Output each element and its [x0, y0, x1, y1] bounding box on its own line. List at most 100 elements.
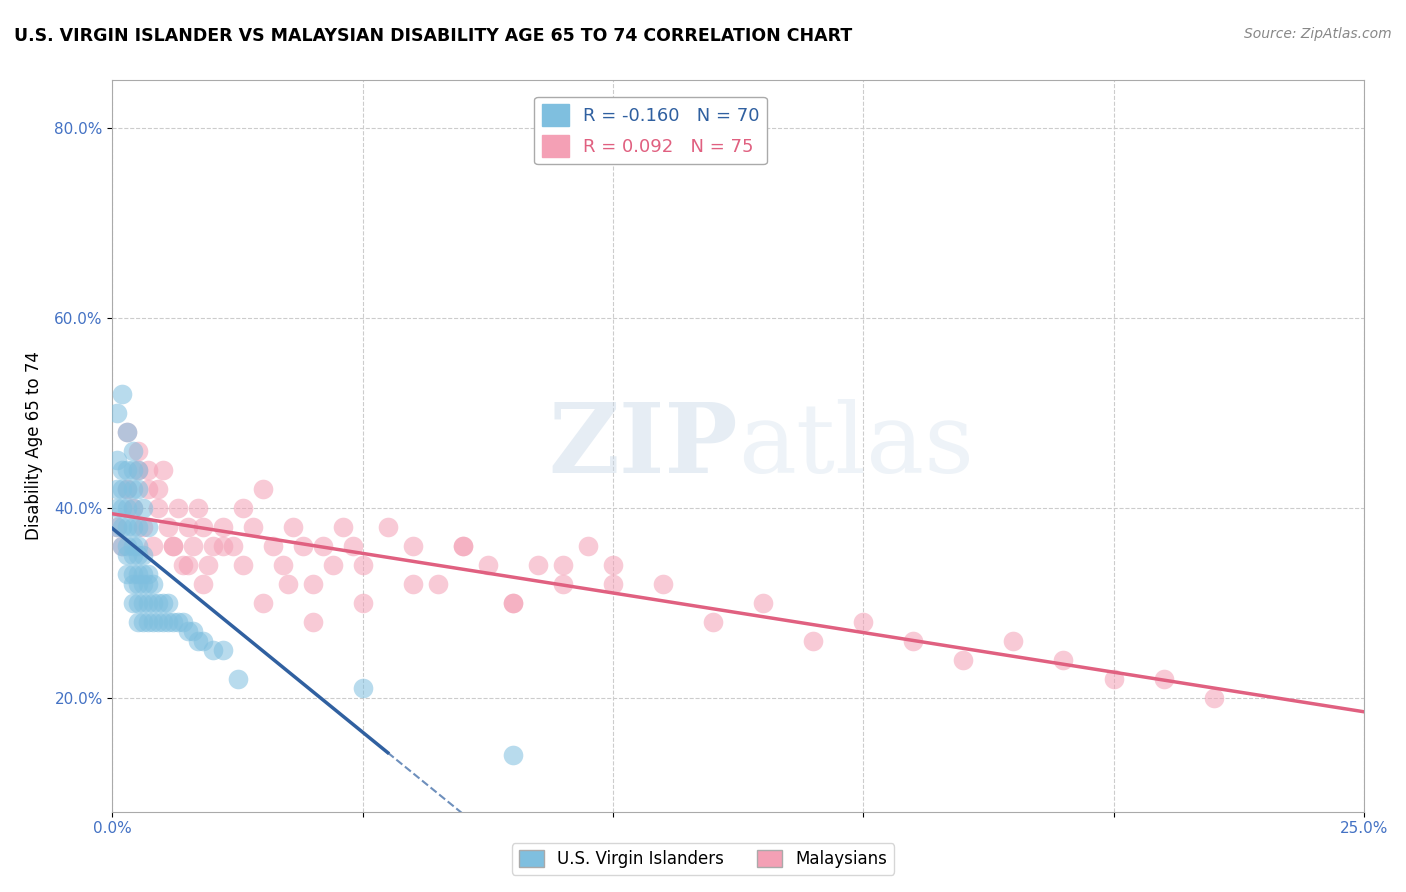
Point — [602, 558, 624, 572]
Point — [131, 576, 153, 591]
Point — [166, 500, 188, 515]
Point — [131, 567, 153, 582]
Text: Source: ZipAtlas.com: Source: ZipAtlas.com — [1244, 27, 1392, 41]
Point — [301, 615, 323, 629]
Point — [121, 463, 143, 477]
Point — [111, 500, 134, 515]
Point — [136, 520, 159, 534]
Point — [502, 596, 524, 610]
Point — [121, 482, 143, 496]
Point — [127, 482, 149, 496]
Point — [352, 596, 374, 610]
Point — [176, 520, 198, 534]
Point — [141, 539, 163, 553]
Point — [602, 576, 624, 591]
Point — [402, 539, 425, 553]
Point — [127, 539, 149, 553]
Point — [141, 596, 163, 610]
Point — [136, 482, 159, 496]
Point — [226, 672, 249, 686]
Point — [121, 567, 143, 582]
Point — [117, 539, 139, 553]
Point — [291, 539, 314, 553]
Point — [121, 548, 143, 562]
Point — [191, 520, 214, 534]
Point — [107, 520, 129, 534]
Point — [232, 500, 254, 515]
Point — [127, 463, 149, 477]
Point — [107, 453, 129, 467]
Point — [232, 558, 254, 572]
Point — [172, 558, 194, 572]
Point — [117, 548, 139, 562]
Point — [162, 539, 184, 553]
Point — [252, 482, 274, 496]
Point — [242, 520, 264, 534]
Point — [576, 539, 599, 553]
Point — [111, 482, 134, 496]
Point — [111, 539, 134, 553]
Point — [211, 520, 233, 534]
Point — [187, 500, 209, 515]
Point — [121, 596, 143, 610]
Point — [136, 463, 159, 477]
Point — [502, 747, 524, 762]
Text: atlas: atlas — [738, 399, 974, 493]
Point — [502, 596, 524, 610]
Point — [352, 681, 374, 696]
Point — [181, 539, 204, 553]
Point — [141, 615, 163, 629]
Text: U.S. VIRGIN ISLANDER VS MALAYSIAN DISABILITY AGE 65 TO 74 CORRELATION CHART: U.S. VIRGIN ISLANDER VS MALAYSIAN DISABI… — [14, 27, 852, 45]
Point — [156, 596, 179, 610]
Point — [281, 520, 304, 534]
Point — [176, 558, 198, 572]
Point — [117, 482, 139, 496]
Point — [107, 406, 129, 420]
Point — [127, 463, 149, 477]
Point — [1153, 672, 1175, 686]
Point — [1102, 672, 1125, 686]
Point — [197, 558, 219, 572]
Text: ZIP: ZIP — [548, 399, 738, 493]
Point — [201, 539, 224, 553]
Point — [277, 576, 299, 591]
Point — [131, 520, 153, 534]
Point — [136, 567, 159, 582]
Point — [131, 548, 153, 562]
Point — [111, 463, 134, 477]
Point — [121, 576, 143, 591]
Point — [176, 624, 198, 639]
Point — [377, 520, 399, 534]
Point — [127, 576, 149, 591]
Point — [127, 567, 149, 582]
Point — [121, 500, 143, 515]
Point — [402, 576, 425, 591]
Legend: R = -0.160   N = 70, R = 0.092   N = 75: R = -0.160 N = 70, R = 0.092 N = 75 — [534, 96, 766, 164]
Point — [903, 633, 925, 648]
Point — [451, 539, 474, 553]
Point — [201, 643, 224, 657]
Point — [117, 425, 139, 439]
Point — [121, 443, 143, 458]
Point — [152, 463, 174, 477]
Point — [551, 576, 574, 591]
Point — [352, 558, 374, 572]
Point — [121, 520, 143, 534]
Point — [146, 500, 169, 515]
Point — [312, 539, 335, 553]
Point — [107, 520, 129, 534]
Point — [127, 443, 149, 458]
Point — [152, 596, 174, 610]
Point — [117, 463, 139, 477]
Legend: U.S. Virgin Islanders, Malaysians: U.S. Virgin Islanders, Malaysians — [512, 843, 894, 875]
Point — [111, 539, 134, 553]
Point — [156, 520, 179, 534]
Point — [211, 643, 233, 657]
Point — [852, 615, 875, 629]
Point — [146, 482, 169, 496]
Point — [1002, 633, 1025, 648]
Point — [1052, 653, 1074, 667]
Point — [127, 596, 149, 610]
Point — [702, 615, 724, 629]
Point — [221, 539, 243, 553]
